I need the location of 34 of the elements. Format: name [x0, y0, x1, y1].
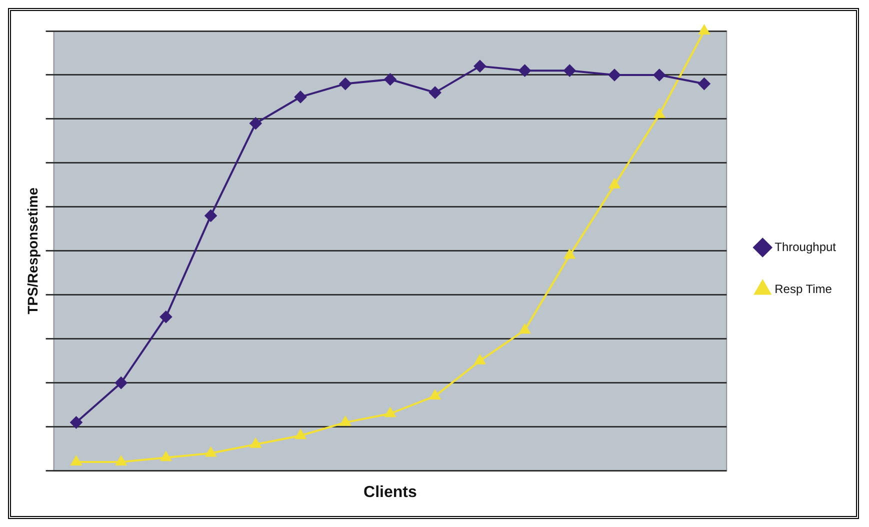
point — [474, 354, 486, 364]
point — [294, 90, 306, 103]
point — [384, 73, 396, 86]
point — [564, 249, 575, 259]
legend-label: Throughput — [774, 240, 837, 254]
point — [608, 68, 620, 81]
point — [205, 447, 216, 457]
point — [430, 390, 440, 400]
point — [160, 452, 172, 462]
point — [339, 78, 352, 90]
point — [384, 408, 396, 418]
point — [654, 108, 665, 118]
point — [609, 178, 620, 188]
legend-label: Resp Time — [774, 282, 832, 296]
point — [564, 64, 576, 77]
point — [698, 25, 710, 34]
point — [115, 376, 128, 389]
y-axis-title: TPS/Responsetime — [24, 187, 40, 314]
point — [295, 430, 306, 440]
point — [474, 60, 486, 72]
point — [518, 64, 531, 77]
point — [519, 324, 530, 334]
point — [698, 78, 710, 90]
point — [204, 210, 217, 222]
point — [116, 456, 126, 466]
point — [70, 456, 82, 466]
point — [70, 416, 82, 428]
point — [160, 310, 172, 323]
point — [250, 438, 261, 448]
point — [653, 68, 666, 81]
point — [429, 86, 442, 99]
point — [340, 416, 351, 426]
x-axis-title: Clients — [364, 484, 417, 501]
point — [250, 117, 262, 130]
